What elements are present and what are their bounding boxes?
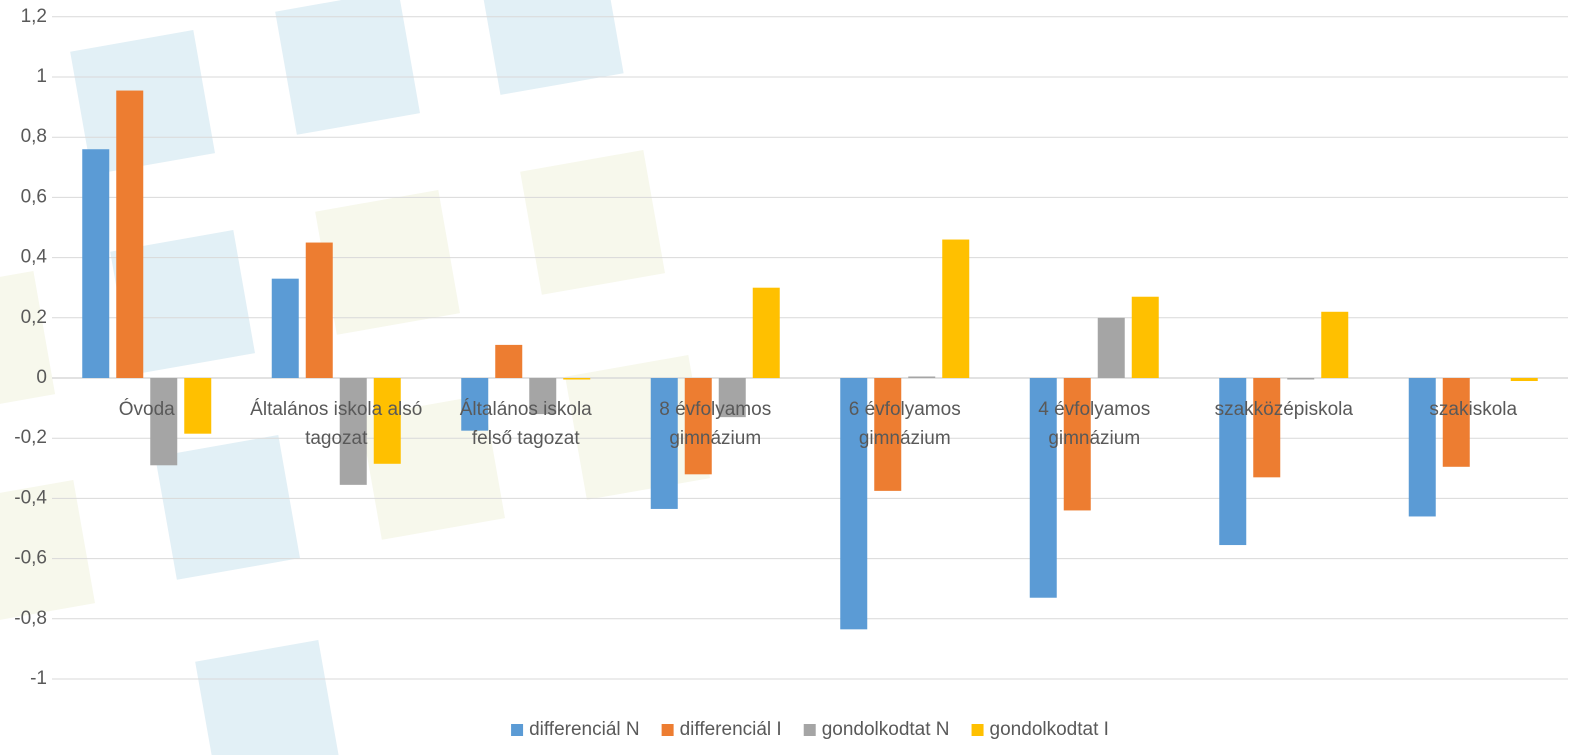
bar: [339, 378, 367, 485]
y-tick-label: 0,2: [21, 307, 47, 328]
y-tick-label: 0,6: [21, 186, 47, 207]
bar: [1097, 317, 1125, 378]
legend-swatch: [803, 724, 816, 736]
legend-label: differenciál I: [680, 719, 782, 740]
bar: [82, 149, 110, 378]
y-tick-label: 0,4: [21, 247, 48, 268]
legend-label: gondolkodtat N: [822, 719, 950, 740]
x-tick-label: Óvoda: [118, 399, 175, 420]
legend-swatch: [661, 724, 674, 736]
x-tick-label: Általános iskola felső tagozat: [459, 399, 592, 449]
bar: [271, 278, 299, 378]
bar: [908, 376, 936, 378]
bar: [563, 378, 591, 380]
y-tick-label: 1: [36, 66, 47, 87]
legend-label: gondolkodtat I: [990, 719, 1109, 740]
y-tick-label: -0,2: [14, 427, 47, 448]
legend-swatch: [971, 724, 984, 736]
bar: [718, 378, 746, 418]
bar: [461, 378, 489, 431]
bar: [1219, 378, 1247, 546]
bar: [184, 378, 212, 434]
y-tick-label: 0: [36, 367, 47, 388]
bar: [1131, 296, 1159, 378]
y-tick-label: 1,2: [21, 6, 47, 27]
bar: [684, 378, 712, 475]
x-tick-label: szakközépiskola: [1214, 399, 1353, 420]
bar: [1063, 378, 1091, 511]
x-tick-label: 6 évfolyamos gimnázium: [848, 399, 961, 449]
bar: [373, 378, 401, 464]
bar: [1287, 378, 1315, 380]
y-tick-label: -0,4: [14, 487, 47, 508]
y-tick-label: -0,6: [14, 548, 47, 569]
y-tick-label: -0,8: [14, 608, 47, 629]
bar: [1510, 378, 1538, 382]
bar: [1029, 378, 1057, 598]
bar: [116, 90, 144, 379]
bar: [305, 242, 333, 378]
bar: [650, 378, 678, 509]
bar: [1408, 378, 1436, 517]
x-tick-label: 8 évfolyamos gimnázium: [659, 399, 772, 449]
bar: [942, 239, 970, 378]
x-tick-label: 4 évfolyamos gimnázium: [1038, 399, 1151, 449]
bar: [495, 344, 523, 378]
bar: [1321, 311, 1349, 378]
bar: [752, 287, 780, 378]
bar: [840, 378, 868, 630]
y-tick-label: 0,8: [21, 126, 47, 147]
bar: [529, 378, 557, 415]
x-tick-label: szakiskola: [1429, 399, 1518, 420]
bar: [874, 378, 902, 491]
x-tick-label: Általános iskola alsó tagozat: [250, 399, 423, 449]
legend-label: differenciál N: [529, 719, 640, 740]
bar: [1442, 378, 1470, 467]
bar: [150, 378, 178, 466]
bar: [1253, 378, 1281, 478]
legend-swatch: [511, 724, 524, 736]
y-tick-label: -1: [30, 668, 47, 689]
